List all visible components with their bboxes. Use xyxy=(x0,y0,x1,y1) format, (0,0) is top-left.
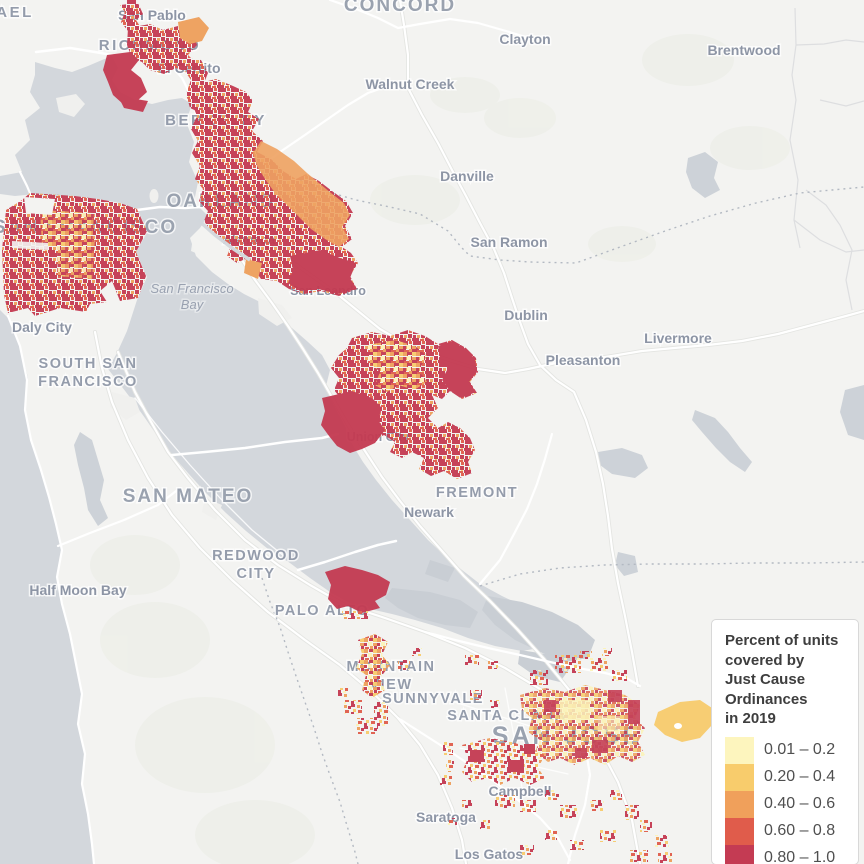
highway-92 xyxy=(56,486,182,548)
mountain-view-cluster xyxy=(338,634,422,734)
oakland-estuary xyxy=(196,218,251,262)
san-pablo-cluster xyxy=(120,3,143,31)
map-label-san-ramon: San Ramon xyxy=(470,234,547,250)
map-label-city: CITY xyxy=(236,566,275,582)
map-label-ael: AEL xyxy=(0,4,34,21)
legend-swatch xyxy=(725,817,754,845)
legend-range-label: 0.80 – 1.0 xyxy=(764,849,836,864)
oakland-hills-orange-tract xyxy=(253,141,350,247)
legend-rows: 0.01 – 0.2 0.20 – 0.4 0.40 – 0.6 0.60 – 0.8… xyxy=(725,736,852,864)
union-city-tract xyxy=(321,391,385,453)
map-label-south-san: SOUTH SAN xyxy=(39,356,138,372)
legend-row: 0.01 – 0.2 xyxy=(725,736,852,764)
highway-4 xyxy=(328,0,534,41)
map-label-walnut-creek: Walnut Creek xyxy=(366,76,455,92)
dumbarton-bridge xyxy=(296,539,398,572)
highway-1 xyxy=(6,314,96,864)
legend-range-label: 0.01 – 0.2 xyxy=(764,741,836,758)
pacific-ocean-water xyxy=(0,310,95,864)
east-san-jose-yellow-tract xyxy=(654,700,715,742)
map-label-clayton: Clayton xyxy=(499,31,550,47)
legend: Percent of units covered by Just Cause O… xyxy=(711,619,859,864)
sf-bay-water xyxy=(0,56,562,651)
hayward-cluster xyxy=(331,330,478,479)
map-label-concord: CONCORD xyxy=(344,0,456,16)
legend-swatch xyxy=(725,736,754,764)
county-boundaries xyxy=(261,179,864,864)
richmond-bridge xyxy=(34,46,114,57)
map-label-livermore: Livermore xyxy=(644,330,712,346)
legend-swatch xyxy=(725,790,754,818)
map-label-saratoga: Saratoga xyxy=(416,809,476,825)
map-label-pleasanton: Pleasanton xyxy=(546,352,621,368)
richmond-orange-tract xyxy=(178,17,209,44)
legend-range-label: 0.60 – 0.8 xyxy=(764,822,836,839)
map-label-sunnyvale: SUNNYVALE xyxy=(382,691,484,707)
map-label-daly-city: Daly City xyxy=(12,319,72,335)
map-label-redwood: REDWOOD xyxy=(212,548,300,564)
san-mateo-bridge xyxy=(170,432,340,457)
map-label-los-gatos: Los Gatos xyxy=(455,846,524,862)
water-layer xyxy=(0,56,864,864)
san-leandro-tract xyxy=(288,250,357,294)
choropleth-layer xyxy=(2,0,715,863)
golden-gate-park-gap xyxy=(12,241,48,250)
legend-row: 0.60 – 0.8 xyxy=(725,817,852,845)
highway-680 xyxy=(398,0,640,688)
legend-row: 0.20 – 0.4 xyxy=(725,763,852,791)
presidio-gap xyxy=(24,197,55,215)
fairview-tract xyxy=(438,341,477,398)
legend-swatch xyxy=(725,763,754,791)
point-richmond-tract xyxy=(103,52,147,104)
legend-row: 0.80 – 1.0 xyxy=(725,844,852,864)
map-label-fremont: FREMONT xyxy=(436,485,518,501)
alameda-point-gap xyxy=(191,237,213,258)
map-label-newark: Newark xyxy=(404,504,454,520)
terrain-layer xyxy=(90,34,790,864)
map-label-danville: Danville xyxy=(440,168,494,184)
legend-swatch xyxy=(725,844,754,864)
legend-title: Percent of units covered by Just Cause O… xyxy=(725,632,839,727)
legend-range-label: 0.20 – 0.4 xyxy=(764,768,836,785)
map-label-san-mateo: SAN MATEO xyxy=(123,486,254,507)
bay-bridge xyxy=(135,204,214,212)
map-label-half-moon-bay: Half Moon Bay xyxy=(29,582,126,598)
admin-boundary-lines xyxy=(789,7,864,311)
san-jose-cluster xyxy=(440,648,672,863)
legend-row: 0.40 – 0.6 xyxy=(725,790,852,818)
map-label-dublin: Dublin xyxy=(504,307,548,323)
map-label-brentwood: Brentwood xyxy=(707,42,780,58)
map-label-bay: Bay xyxy=(181,297,205,312)
legend-range-label: 0.40 – 0.6 xyxy=(764,795,836,812)
richmond-cluster xyxy=(127,24,197,74)
mission-blvd xyxy=(478,432,554,586)
lakes xyxy=(74,152,864,576)
map-label-san-francisco: San Francisco xyxy=(150,281,233,296)
east-palo-alto-tract xyxy=(325,566,390,613)
map-label-francisco: FRANCISCO xyxy=(38,374,138,390)
